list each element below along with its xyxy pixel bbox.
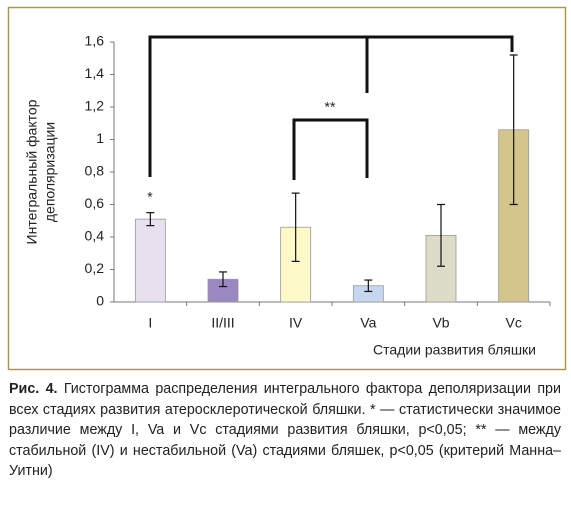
y-tick-label: 0 [96,293,104,309]
bracket [148,35,514,177]
y-tick-label: 0,6 [85,195,105,211]
y-axis-label: деполяризации [42,122,58,222]
caption: Рис. 4. Гистограмма распределения интегр… [9,379,561,482]
error-bar [219,271,227,288]
x-tick-label: Vc [505,315,521,331]
y-tick-label: 1,6 [85,33,105,49]
significance-brackets [148,35,514,180]
y-tick-label: 0,8 [85,163,105,179]
y-axis-label: Интегральный фактор [24,99,40,244]
chart-frame [7,6,567,371]
y-tick-label: 0,4 [85,228,105,244]
y-tick-label: 1,2 [85,98,105,114]
y-tick-label: 1,4 [85,65,105,81]
x-tick-label: IV [289,315,303,331]
annotation: ** [325,99,336,115]
error-bar [146,212,155,227]
x-tick-label: II/III [211,315,234,331]
error-bar [364,279,373,293]
bracket [292,118,369,180]
annotation: * [147,189,153,205]
y-tick-label: 0,2 [85,260,105,276]
bar [134,218,166,303]
error-bar [291,192,300,262]
error-bar [509,54,518,206]
error-bar [437,203,445,267]
x-tick-label: Vb [432,315,449,331]
x-axis-label: Стадии развития бляшки [373,342,536,358]
chart: Интегральный фактор деполяризации Стадии… [7,6,567,371]
x-tick-label: I [148,315,152,331]
x-tick-label: Va [360,315,376,331]
caption-text: Гистограмма распределения интегрального … [9,381,561,479]
caption-label: Рис. 4. [9,381,58,397]
y-tick-label: 1 [96,130,104,146]
